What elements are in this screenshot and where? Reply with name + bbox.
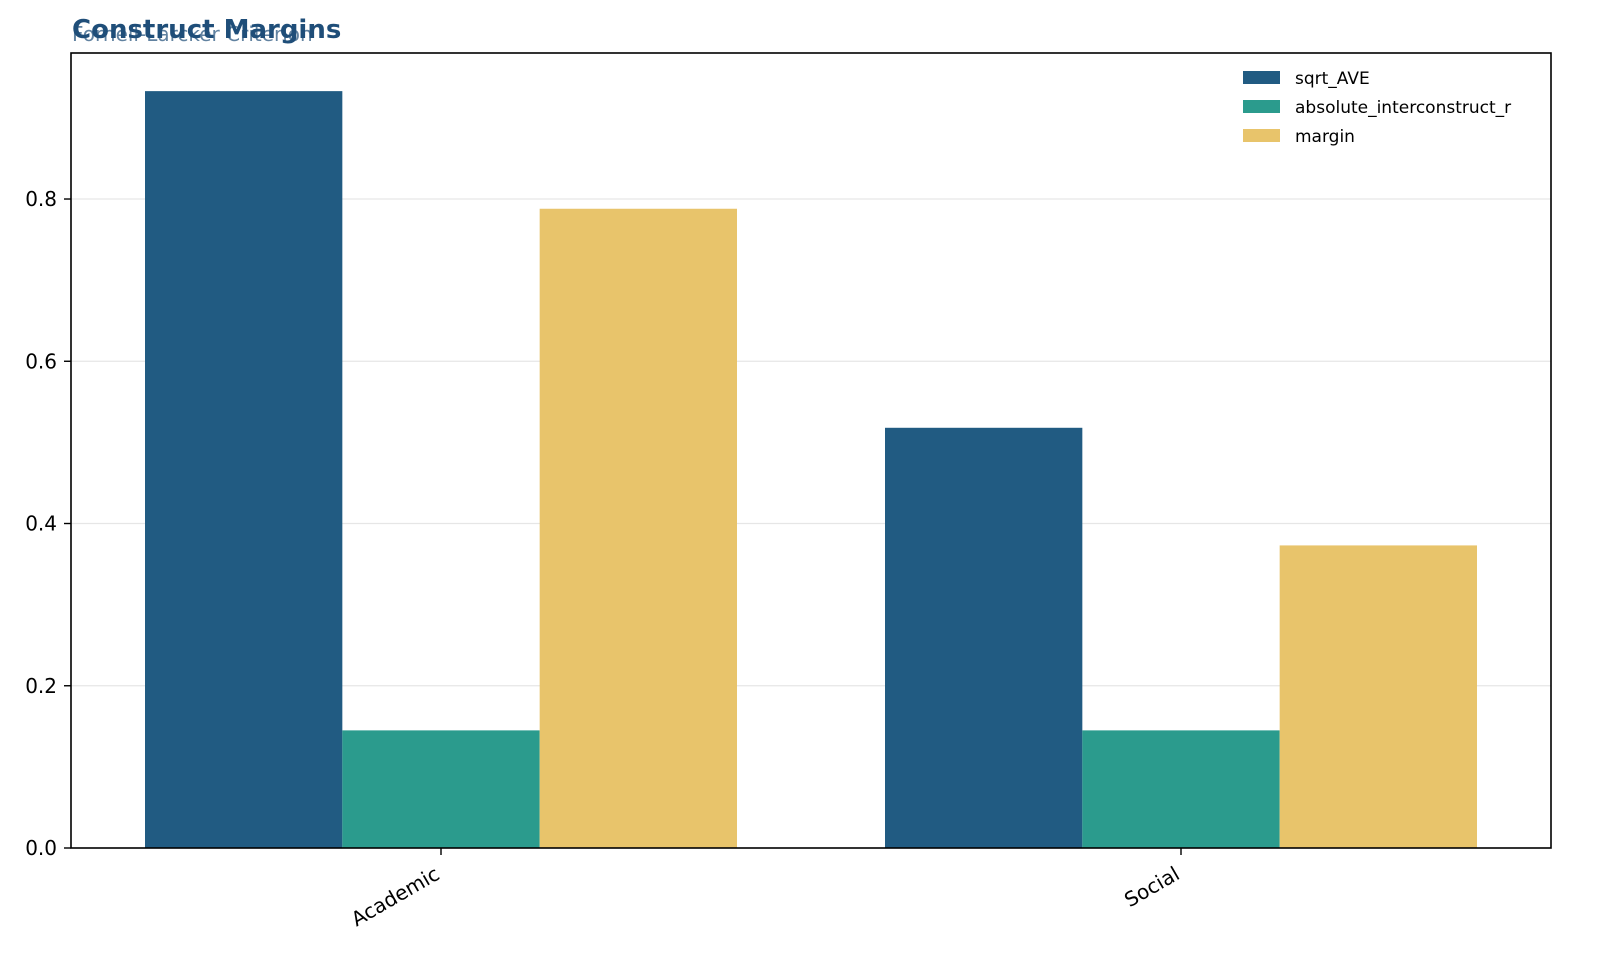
legend-label: margin bbox=[1295, 127, 1355, 147]
bar-absolute_interconstruct_r-social bbox=[1082, 730, 1280, 848]
chart-title: Construct Margins bbox=[72, 15, 341, 45]
y-tick-label: 0.2 bbox=[25, 674, 57, 698]
y-tick-label: 0.6 bbox=[25, 349, 57, 373]
x-tick-label: Academic bbox=[347, 862, 444, 932]
bars bbox=[145, 91, 1477, 848]
bar-sqrt_AVE-academic bbox=[145, 91, 343, 848]
bar-sqrt_AVE-social bbox=[885, 427, 1083, 848]
plot-frame bbox=[70, 52, 1552, 849]
y-axis: 0.0 0.2 0.4 0.6 0.8 bbox=[25, 187, 71, 860]
bar-absolute_interconstruct_r-academic bbox=[342, 730, 540, 848]
legend-swatch bbox=[1243, 100, 1280, 113]
bar-margin-social bbox=[1279, 545, 1477, 848]
y-tick-label: 0.8 bbox=[25, 187, 57, 211]
legend-swatch bbox=[1243, 129, 1280, 142]
y-tick-label: 0.4 bbox=[25, 512, 57, 536]
x-tick-label: Social bbox=[1120, 862, 1183, 912]
legend-label: absolute_interconstruct_r bbox=[1295, 98, 1511, 118]
legend-swatch bbox=[1243, 71, 1280, 84]
y-tick-label: 0.0 bbox=[25, 836, 57, 860]
legend-label: sqrt_AVE bbox=[1295, 69, 1370, 89]
chart-subtitle: Fornell-Larcker Criterion bbox=[72, 22, 313, 46]
x-axis: Academic Social bbox=[347, 848, 1184, 931]
bar-margin-academic bbox=[539, 208, 737, 848]
